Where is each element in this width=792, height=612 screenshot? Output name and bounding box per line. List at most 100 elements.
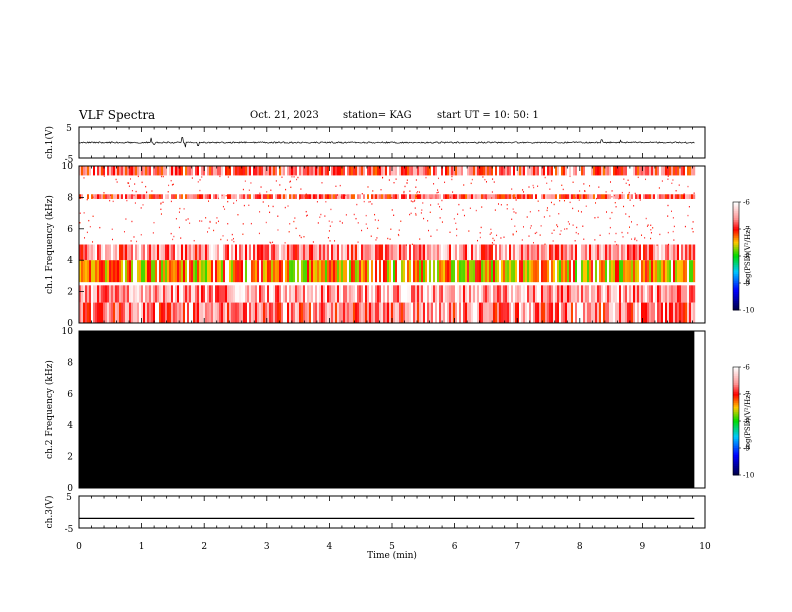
ch1-spectrogram-cell	[299, 260, 302, 283]
ch1-spectrogram-cell	[443, 194, 446, 199]
ch1-spectrogram-cell	[607, 194, 610, 199]
ch1-spectrogram-speck	[574, 197, 576, 199]
ch1-colorbar-swatch	[733, 299, 739, 302]
ch1-spectrogram-cell	[265, 260, 268, 283]
ch1-spectrogram-cell	[193, 166, 196, 176]
ch1-spectrogram-cell	[541, 260, 544, 283]
ch1-spectrogram-cell	[417, 194, 420, 199]
ch1-spectrogram-cell	[419, 260, 422, 283]
ch1-spectrogram-cell	[651, 302, 654, 323]
ch1-colorbar-swatch	[733, 268, 739, 271]
ch1-colorbar-swatch	[733, 202, 739, 205]
ch1-spectrogram-cell	[413, 260, 416, 283]
ch1-spectrogram-speck	[419, 191, 421, 193]
ch1-spectrogram-speck	[300, 188, 302, 190]
ch1-spectrogram-cell	[531, 244, 534, 261]
ch1-spectrogram-cell	[99, 166, 102, 176]
ch1-spectrogram-cell	[677, 166, 680, 176]
ch1-spectrogram-cell	[193, 260, 196, 283]
ch1-spectrogram-cell	[205, 302, 208, 323]
ch1-spectrogram-cell	[597, 244, 600, 261]
ch1-spectrogram-speck	[568, 223, 570, 225]
ch1-spectrogram-cell	[485, 285, 488, 303]
ch1-spectrogram-cell	[689, 194, 692, 199]
ch2-colorbar-swatch	[733, 412, 739, 415]
ch1-spectrogram-cell	[187, 166, 190, 176]
ch1-spectrogram-speck	[618, 198, 620, 200]
ch1-spectrogram-cell	[277, 244, 280, 261]
ch1-spectrogram-speck	[530, 225, 532, 227]
ch1-spectrogram-cell	[205, 285, 208, 303]
ch1-spectrogram-cell	[239, 194, 242, 199]
ch1-spectrogram-cell	[461, 194, 464, 199]
ch1-spectrogram-cell	[135, 302, 138, 323]
ch1-spectrogram-cell	[379, 285, 382, 303]
ch1-spectrogram-cell	[313, 166, 316, 176]
ch1-spectrogram-cell	[603, 260, 606, 283]
ch1-spectrogram-cell	[611, 166, 614, 176]
ch1-spectrogram-cell	[93, 166, 96, 176]
ch1-spectrogram-speck	[439, 217, 441, 219]
ch1-spectrogram-cell	[553, 302, 556, 323]
ch1-spectrogram-cell	[659, 166, 662, 176]
ch1-spectrogram-cell	[231, 285, 234, 303]
ch1-spectrogram-cell	[593, 302, 596, 323]
ch1-spectrogram-speck	[135, 190, 137, 193]
ch1-spectrogram-speck	[463, 214, 465, 217]
ch1-spectrogram-speck	[441, 199, 443, 202]
ch1-spectrogram-speck	[594, 239, 596, 241]
ch1-spectrogram-cell	[313, 194, 316, 199]
ch1-spectrogram-speck	[153, 221, 155, 224]
ch1-spectrogram-cell	[575, 260, 578, 283]
ch1-spectrogram-cell	[605, 194, 608, 199]
ch1-spectrogram-cell	[677, 194, 680, 199]
ch1-spectrogram-cell	[233, 285, 236, 303]
ch1-spectrogram-cell	[523, 302, 526, 323]
ch1-spectrogram-cell	[245, 285, 248, 303]
ch1-spectrogram-speck	[172, 238, 174, 241]
ch1-spectrogram-cell	[681, 260, 684, 283]
ch1-spectrogram-cell	[283, 244, 286, 261]
ch1-spectrogram-cell	[473, 244, 476, 261]
ch1-spectrogram-cell	[467, 244, 470, 261]
ch1-spectrogram-cell	[637, 285, 640, 303]
ch1-spectrogram-speck	[491, 197, 493, 199]
ch1-spectrogram-cell	[415, 260, 418, 283]
ch1-spectrogram-cell	[287, 260, 290, 283]
ch1-spectrogram-speck	[511, 218, 513, 220]
ch1-spectrogram-cell	[139, 194, 142, 199]
ch1-spectrogram-cell	[183, 302, 186, 323]
ch1-spectrogram-cell	[341, 166, 344, 176]
ch1-spectrogram-cell	[177, 285, 180, 303]
ch1-spectrogram-cell	[531, 166, 534, 176]
ch1-spectrogram-cell	[637, 166, 640, 176]
ch1-spectrogram-cell	[177, 244, 180, 261]
ch1-spectrogram-cell	[79, 285, 82, 303]
ch1-spectrogram-speck	[583, 238, 585, 240]
ch1-spectrogram-cell	[587, 244, 590, 261]
ch1-spectrogram-cell	[129, 285, 132, 303]
ch1-spectrogram-speck	[129, 178, 131, 180]
ch1-spectrogram-cell	[541, 302, 544, 323]
ch1-spectrogram-cell	[505, 302, 508, 323]
ch1-spectrogram-cell	[185, 302, 188, 323]
ch1-spectrogram-speck	[667, 178, 669, 180]
ch1-spectrogram-speck	[227, 176, 229, 178]
ch1-spectrogram-cell	[557, 244, 560, 261]
ch2-colorbar-swatch	[733, 455, 739, 458]
ch1-spectrogram-cell	[335, 302, 338, 323]
ch1-spectrogram-cell	[323, 166, 326, 176]
ch1-spectrogram-cell	[179, 166, 182, 176]
ch1-colorbar-swatch	[733, 232, 739, 235]
ch1-spectrogram-cell	[483, 244, 486, 261]
ch1-spectrogram-cell	[531, 260, 534, 283]
ch1-spectrogram-cell	[203, 302, 206, 323]
ch1-spectrogram-cell	[541, 194, 544, 199]
ch1-spectrogram-cell	[207, 260, 210, 283]
ch1-spectrogram-cell	[519, 166, 522, 176]
ch1-spectrogram-cell	[595, 260, 598, 283]
ch1-spectrogram-cell	[321, 244, 324, 261]
ch1-spectrogram-cell	[535, 166, 538, 176]
ch1-spectrogram-cell	[369, 302, 372, 323]
x-tick-label: 5	[389, 542, 395, 552]
